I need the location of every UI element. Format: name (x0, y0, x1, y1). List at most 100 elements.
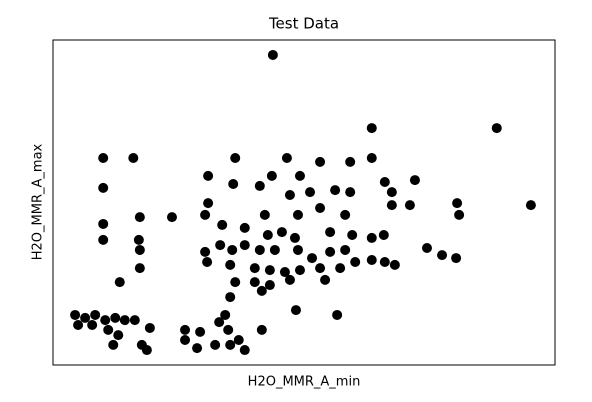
point (452, 198, 463, 209)
point (128, 152, 139, 163)
point (366, 152, 377, 163)
point (264, 265, 275, 276)
point (180, 324, 191, 335)
point (379, 256, 390, 267)
point (294, 170, 305, 181)
point (98, 218, 109, 229)
point (320, 274, 331, 285)
point (294, 265, 305, 276)
point (366, 255, 377, 266)
point (239, 345, 250, 356)
point (281, 152, 292, 163)
point (223, 324, 234, 335)
point (129, 315, 140, 326)
point (267, 49, 278, 60)
point (259, 209, 270, 220)
point (144, 322, 155, 333)
point (525, 200, 536, 211)
point (451, 253, 462, 264)
point (437, 250, 448, 261)
point (133, 234, 144, 245)
point (90, 309, 101, 320)
point (315, 156, 326, 167)
point (454, 209, 465, 220)
point (225, 339, 236, 350)
plot-frame (52, 39, 556, 366)
point (110, 312, 121, 323)
point (409, 175, 420, 186)
point (73, 320, 84, 331)
point (87, 320, 98, 331)
point (330, 185, 341, 196)
point (70, 309, 81, 320)
point (366, 232, 377, 243)
point (233, 334, 244, 345)
point (366, 123, 377, 134)
point (239, 222, 250, 233)
point (350, 256, 361, 267)
point (80, 312, 91, 323)
point (325, 246, 336, 257)
point (239, 240, 250, 251)
point (249, 263, 260, 274)
point (340, 244, 351, 255)
point (98, 152, 109, 163)
point (386, 187, 397, 198)
chart-title: Test Data (268, 15, 339, 33)
point (269, 244, 280, 255)
point (347, 230, 358, 240)
point (256, 324, 267, 335)
point (264, 280, 275, 291)
point (195, 326, 206, 337)
point (315, 263, 326, 274)
point (98, 182, 109, 193)
point (203, 170, 214, 181)
y-axis-label: H2O_MMR_A_max (31, 143, 46, 260)
point (284, 274, 295, 285)
point (200, 209, 211, 220)
point (100, 315, 111, 326)
point (254, 180, 265, 191)
point (103, 324, 114, 335)
point (340, 209, 351, 220)
point (305, 187, 316, 198)
point (200, 246, 211, 257)
point (214, 317, 225, 328)
point (215, 240, 226, 251)
point (276, 227, 287, 238)
point (289, 232, 300, 243)
point (180, 334, 191, 345)
point (421, 243, 432, 253)
point (210, 339, 221, 350)
point (141, 345, 152, 356)
point (290, 305, 301, 316)
point (404, 200, 415, 211)
point (202, 256, 213, 267)
point (192, 343, 203, 354)
point (332, 309, 343, 320)
point (345, 156, 356, 167)
point (262, 230, 273, 240)
point (307, 253, 318, 264)
point (98, 234, 109, 245)
point (114, 277, 125, 288)
point (230, 277, 241, 288)
point (315, 203, 326, 214)
point (284, 190, 295, 201)
point (225, 292, 236, 303)
point (227, 244, 238, 255)
point (225, 259, 236, 270)
point (256, 285, 267, 296)
point (134, 263, 145, 274)
point (134, 244, 145, 255)
x-axis-label: H2O_MMR_A_min (248, 375, 361, 390)
point (325, 227, 336, 238)
point (279, 267, 290, 278)
point (217, 219, 228, 230)
point (203, 198, 214, 209)
point (228, 178, 239, 189)
point (108, 339, 119, 350)
point (491, 123, 502, 134)
point (166, 212, 177, 223)
